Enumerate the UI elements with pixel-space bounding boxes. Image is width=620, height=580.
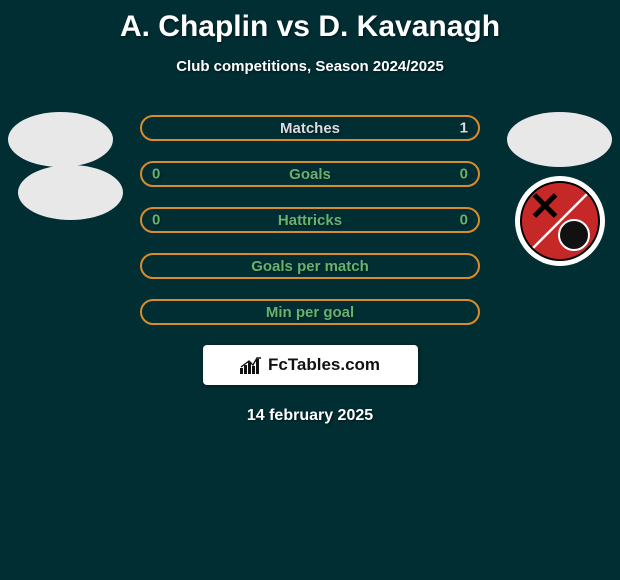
stat-row-goals: 0 Goals 0	[140, 161, 480, 187]
stat-right-value: 0	[460, 212, 468, 229]
stat-label: Min per goal	[266, 304, 354, 321]
stat-label: Hattricks	[278, 212, 342, 229]
club-left-avatar	[18, 165, 123, 220]
bars-icon	[240, 356, 262, 374]
page-title: A. Chaplin vs D. Kavanagh	[0, 0, 620, 44]
stat-left-value: 0	[152, 212, 160, 229]
stat-right-value: 1	[460, 120, 468, 137]
stat-left-value: 0	[152, 166, 160, 183]
stat-right-value: 0	[460, 166, 468, 183]
stat-label: Goals per match	[251, 258, 369, 275]
branding-badge[interactable]: FcTables.com	[203, 345, 418, 385]
club-right-crest	[515, 176, 605, 266]
subtitle: Club competitions, Season 2024/2025	[0, 58, 620, 75]
stat-row-hattricks: 0 Hattricks 0	[140, 207, 480, 233]
stat-row-min-per-goal: Min per goal	[140, 299, 480, 325]
stat-label: Goals	[289, 166, 331, 183]
stat-label: Matches	[280, 120, 340, 137]
stat-row-goals-per-match: Goals per match	[140, 253, 480, 279]
stat-row-matches: Matches 1	[140, 115, 480, 141]
player-left-avatar	[8, 112, 113, 167]
date-label: 14 february 2025	[0, 407, 620, 425]
branding-text: FcTables.com	[268, 355, 380, 375]
player-right-avatar	[507, 112, 612, 167]
